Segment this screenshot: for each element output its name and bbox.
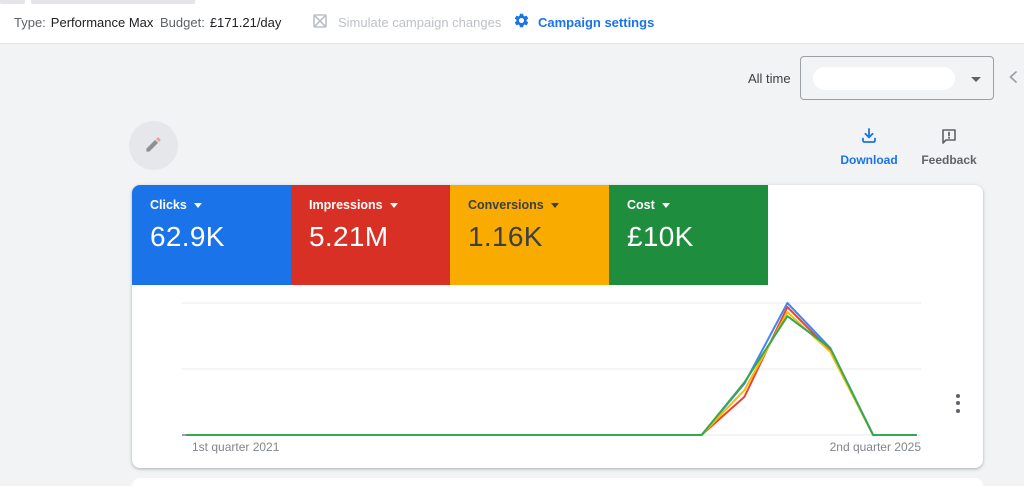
x-axis-label-end: 2nd quarter 2025 [829,440,921,454]
tab-edge-right [31,0,195,4]
three-dot-menu-icon [956,393,960,398]
campaign-info-bar: Type: Performance Max Budget: £171.21/da… [0,0,1024,44]
edit-button[interactable] [129,121,178,170]
download-button[interactable]: Download [834,127,904,167]
performance-chart-panel: Clicks 62.9K Impressions 5.21M Conversio… [132,185,983,468]
simulate-campaign-changes-button: Simulate campaign changes [311,0,501,44]
campaign-budget-label: Budget: [160,14,205,30]
campaign-settings-label: Campaign settings [538,14,655,30]
scorecard-clicks-label: Clicks [150,198,187,212]
campaign-budget-value: £171.21/day [209,14,282,30]
scorecard-impressions[interactable]: Impressions 5.21M [291,185,450,285]
tab-edge-left [0,0,25,4]
pencil-icon [144,135,163,157]
scorecard-conversions-value: 1.16K [468,221,543,252]
campaign-type-label: Type: [14,14,46,30]
date-range-value [813,67,955,90]
campaign-type-value: Performance Max [50,14,154,30]
simulate-button-label: Simulate campaign changes [338,14,502,30]
trend-chart-svg [182,302,921,436]
scorecard-impressions-label: Impressions [309,198,383,212]
x-axis-label-start: 1st quarter 2021 [192,440,280,454]
feedback-button[interactable]: Feedback [914,127,984,167]
series-line-impressions [186,306,917,436]
chevron-down-icon [661,202,670,208]
chevron-down-icon [971,77,981,82]
date-range-preset-label: All time [748,71,791,86]
download-icon [860,127,878,148]
scorecard-impressions-value: 5.21M [309,221,389,252]
chevron-left-icon[interactable] [1006,69,1022,85]
scorecard-cost-value: £10K [627,221,694,252]
scorecard-clicks[interactable]: Clicks 62.9K [132,185,291,285]
simulate-disabled-icon [311,12,329,33]
chevron-down-icon [389,202,398,208]
feedback-label: Feedback [921,153,977,167]
chart-overflow-menu-button[interactable] [942,387,974,419]
scorecard-conversions[interactable]: Conversions 1.16K [450,185,609,285]
campaign-settings-button[interactable]: Campaign settings [513,0,654,44]
scorecard-cost-label: Cost [627,198,655,212]
chevron-down-icon [193,202,202,208]
date-range-dropdown[interactable] [800,56,994,100]
scorecard-cost[interactable]: Cost £10K [609,185,768,285]
campaign-type: Type: Performance Max [14,0,153,44]
series-line-cost [186,315,917,436]
scorecard-conversions-label: Conversions [468,198,544,212]
chevron-down-icon [550,202,559,208]
download-label: Download [840,153,898,167]
next-section-edge [132,478,983,486]
campaign-budget: Budget: £171.21/day [160,0,281,44]
scorecard-row: Clicks 62.9K Impressions 5.21M Conversio… [132,185,768,285]
feedback-icon [940,127,958,148]
gear-icon [513,12,530,32]
scorecard-clicks-value: 62.9K [150,221,225,252]
